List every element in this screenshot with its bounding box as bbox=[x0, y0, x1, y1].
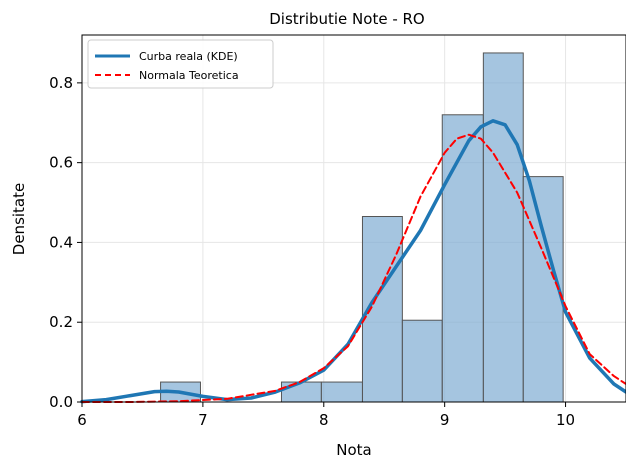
y-axis-label: Densitate bbox=[10, 183, 28, 255]
legend-label-kde: Curba reala (KDE) bbox=[139, 50, 238, 63]
y-axis-ticks: 0.0 0.2 0.4 0.6 0.8 bbox=[49, 74, 82, 411]
x-axis-ticks: 6 7 8 9 10 bbox=[77, 402, 575, 429]
legend-box bbox=[87, 39, 274, 89]
y-tick-label: 0.0 bbox=[49, 393, 73, 411]
legend: Curba reala (KDE) Normala Teoretica bbox=[87, 39, 274, 89]
x-axis-label: Nota bbox=[336, 441, 371, 459]
y-tick-label: 0.2 bbox=[49, 313, 73, 331]
chart-title: Distributie Note - RO bbox=[269, 10, 425, 28]
x-tick-label: 10 bbox=[556, 411, 575, 429]
histogram-bar bbox=[280, 381, 322, 403]
y-tick-label: 0.6 bbox=[49, 154, 73, 172]
legend-label-normal: Normala Teoretica bbox=[139, 69, 239, 82]
histogram-bar bbox=[441, 114, 484, 403]
series-lines bbox=[80, 119, 626, 404]
x-tick-label: 9 bbox=[440, 411, 450, 429]
histogram-bar bbox=[482, 52, 524, 403]
x-tick-label: 8 bbox=[319, 411, 329, 429]
y-tick-label: 0.4 bbox=[49, 233, 73, 251]
plot-frame bbox=[81, 34, 626, 403]
histogram-bars bbox=[160, 52, 564, 403]
kde-curve-line bbox=[80, 119, 626, 404]
histogram-bar bbox=[401, 319, 443, 403]
histogram-bar bbox=[320, 381, 363, 403]
y-tick-label: 0.8 bbox=[49, 74, 73, 92]
normal-curve-line bbox=[81, 133, 626, 403]
x-tick-label: 6 bbox=[77, 411, 87, 429]
x-tick-label: 7 bbox=[198, 411, 208, 429]
